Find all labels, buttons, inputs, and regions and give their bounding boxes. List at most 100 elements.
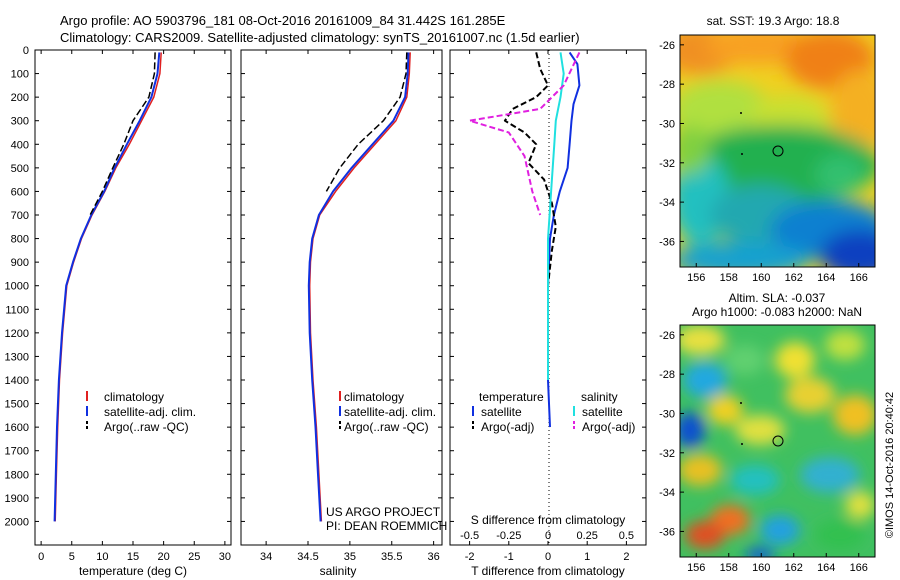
map-y-tick-label: -34 [659, 487, 675, 499]
depth-tick-label: 900 [11, 257, 29, 269]
map-x-tick-label: 156 [687, 562, 705, 574]
t-difference-xlabel: T difference from climatology [471, 564, 625, 578]
legend-label-temp-satellite: satellite [481, 405, 522, 419]
legend-label-sal-satellite: satellite [582, 405, 623, 419]
sla-map: Altim. SLA: -0.037 Argo h1000: -0.083 h2… [659, 291, 876, 574]
argo-position-marker [772, 435, 784, 447]
depth-tick-label: 1800 [5, 469, 29, 481]
s-diff-tick-label: 0 [545, 530, 551, 542]
depth-tick-label: 800 [11, 234, 29, 246]
map-x-tick-label: 164 [817, 562, 835, 574]
map-y-tick-label: -32 [659, 158, 675, 170]
map-y-tick-label: -28 [659, 79, 675, 91]
map-y-tick-label: -26 [659, 330, 675, 342]
x-tick-label: 34 [260, 551, 272, 563]
x-tick-label: 35 [344, 551, 356, 563]
x-tick-label: 20 [158, 551, 170, 563]
series-line-climatology [308, 52, 411, 522]
difference-legend: temperature satellite Argo(-adj) salinit… [472, 390, 635, 434]
series-line-argo-raw-qc [325, 52, 408, 192]
sst-field [680, 35, 875, 267]
s-diff-tick-label: 0.25 [576, 530, 597, 542]
series-line-salinity-satellite [547, 52, 565, 380]
depth-tick-label: 1200 [5, 328, 29, 340]
depth-tick-label: 100 [11, 69, 29, 81]
depth-tick-label: 1700 [5, 446, 29, 458]
map-y-tick-label: -30 [659, 118, 675, 130]
map-y-tick-label: -28 [659, 369, 675, 381]
x-tick-label: -2 [465, 551, 475, 563]
depth-tick-label: 400 [11, 139, 29, 151]
s-difference-label: S difference from climatology [471, 513, 626, 527]
x-tick-label: 5 [69, 551, 75, 563]
map-x-tick-label: 158 [720, 562, 738, 574]
s-diff-tick-label: 0.5 [619, 530, 634, 542]
depth-tick-label: 1400 [5, 375, 29, 387]
header-line-1: Argo profile: AO 5903796_181 08-Oct-2016… [60, 13, 506, 28]
legend-heading-salinity: salinity [581, 390, 618, 404]
argo-position-marker [772, 145, 784, 157]
series-line-satellite-adj-clim [53, 52, 161, 522]
x-tick-label: 15 [127, 551, 139, 563]
credits-pi: PI: DEAN ROEMMICH [326, 519, 447, 533]
legend-label-argo: Argo(..raw -QC) [344, 420, 429, 434]
series-line-temperature-argo-adj [503, 52, 557, 286]
credits-project: US ARGO PROJECT [326, 505, 441, 519]
legend-label-climatology: climatology [344, 390, 404, 404]
depth-tick-label: 2000 [5, 516, 29, 528]
map-x-tick-label: 166 [850, 272, 868, 284]
map-x-tick-label: 162 [785, 272, 803, 284]
temperature-xlabel: temperature (deg C) [79, 564, 187, 578]
depth-tick-label: 700 [11, 210, 29, 222]
series-line-climatology [54, 52, 162, 522]
legend-label-temp-argo: Argo(-adj) [481, 420, 534, 434]
salinity-axes-box [240, 49, 443, 546]
depth-tick-label: 1000 [5, 281, 29, 293]
legend-label-satellite: satellite-adj. clim. [344, 405, 436, 419]
legend-label-sal-argo: Argo(-adj) [582, 420, 635, 434]
x-tick-label: 0 [38, 551, 44, 563]
header-line-2: Climatology: CARS2009. Satellite-adjuste… [60, 30, 580, 45]
x-tick-label: 0 [545, 551, 551, 563]
difference-panel: -2 -1 0 1 2 -0.5 -0.25 0 0.25 0.5 S difference fr… [449, 49, 647, 578]
x-tick-label: 10 [96, 551, 108, 563]
temperature-legend: climatology satellite-adj. clim. Argo(..… [86, 390, 196, 434]
depth-tick-label: 500 [11, 163, 29, 175]
legend-label-climatology: climatology [104, 390, 164, 404]
map-x-tick-label: 160 [752, 272, 770, 284]
temperature-panel: 0100200300400500600700800900100011001200… [5, 45, 232, 578]
sst-map: sat. SST: 19.3 Argo: 18.8 [659, 14, 876, 284]
salinity-xlabel: salinity [320, 564, 357, 578]
map-x-tick-label: 156 [687, 272, 705, 284]
series-line-satellite-adj-clim [307, 52, 410, 522]
map-y-tick-label: -32 [659, 448, 675, 460]
salinity-legend: climatology satellite-adj. clim. Argo(..… [339, 390, 436, 434]
depth-tick-label: 300 [11, 116, 29, 128]
x-tick-label: 2 [623, 551, 629, 563]
salinity-panel: 34 34.5 35 35.5 36 salinity climatology sate… [240, 49, 447, 578]
depth-tick-label: 1100 [5, 304, 29, 316]
depth-tick-label: 0 [23, 45, 29, 57]
map-y-tick-label: -34 [659, 197, 675, 209]
s-diff-tick-label: -0.25 [496, 530, 521, 542]
x-tick-label: 34.5 [297, 551, 318, 563]
depth-tick-label: 1600 [5, 422, 29, 434]
map-x-tick-label: 158 [720, 272, 738, 284]
sla-map-title: Altim. SLA: -0.037 [729, 291, 826, 305]
map-x-tick-label: 164 [817, 272, 835, 284]
x-tick-label: -1 [504, 551, 514, 563]
series-line-argo-raw-qc [89, 52, 156, 216]
s-diff-tick-label: -0.5 [460, 530, 479, 542]
map-y-tick-label: -26 [659, 40, 675, 52]
legend-label-argo: Argo(..raw -QC) [104, 420, 189, 434]
map-x-tick-label: 166 [850, 562, 868, 574]
x-tick-label: 1 [584, 551, 590, 563]
map-y-tick-label: -30 [659, 408, 675, 420]
map-y-tick-label: -36 [659, 526, 675, 538]
x-tick-label: 35.5 [381, 551, 402, 563]
depth-tick-label: 600 [11, 186, 29, 198]
x-tick-label: 30 [219, 551, 231, 563]
sst-map-title: sat. SST: 19.3 Argo: 18.8 [707, 14, 840, 28]
depth-tick-label: 1500 [5, 399, 29, 411]
